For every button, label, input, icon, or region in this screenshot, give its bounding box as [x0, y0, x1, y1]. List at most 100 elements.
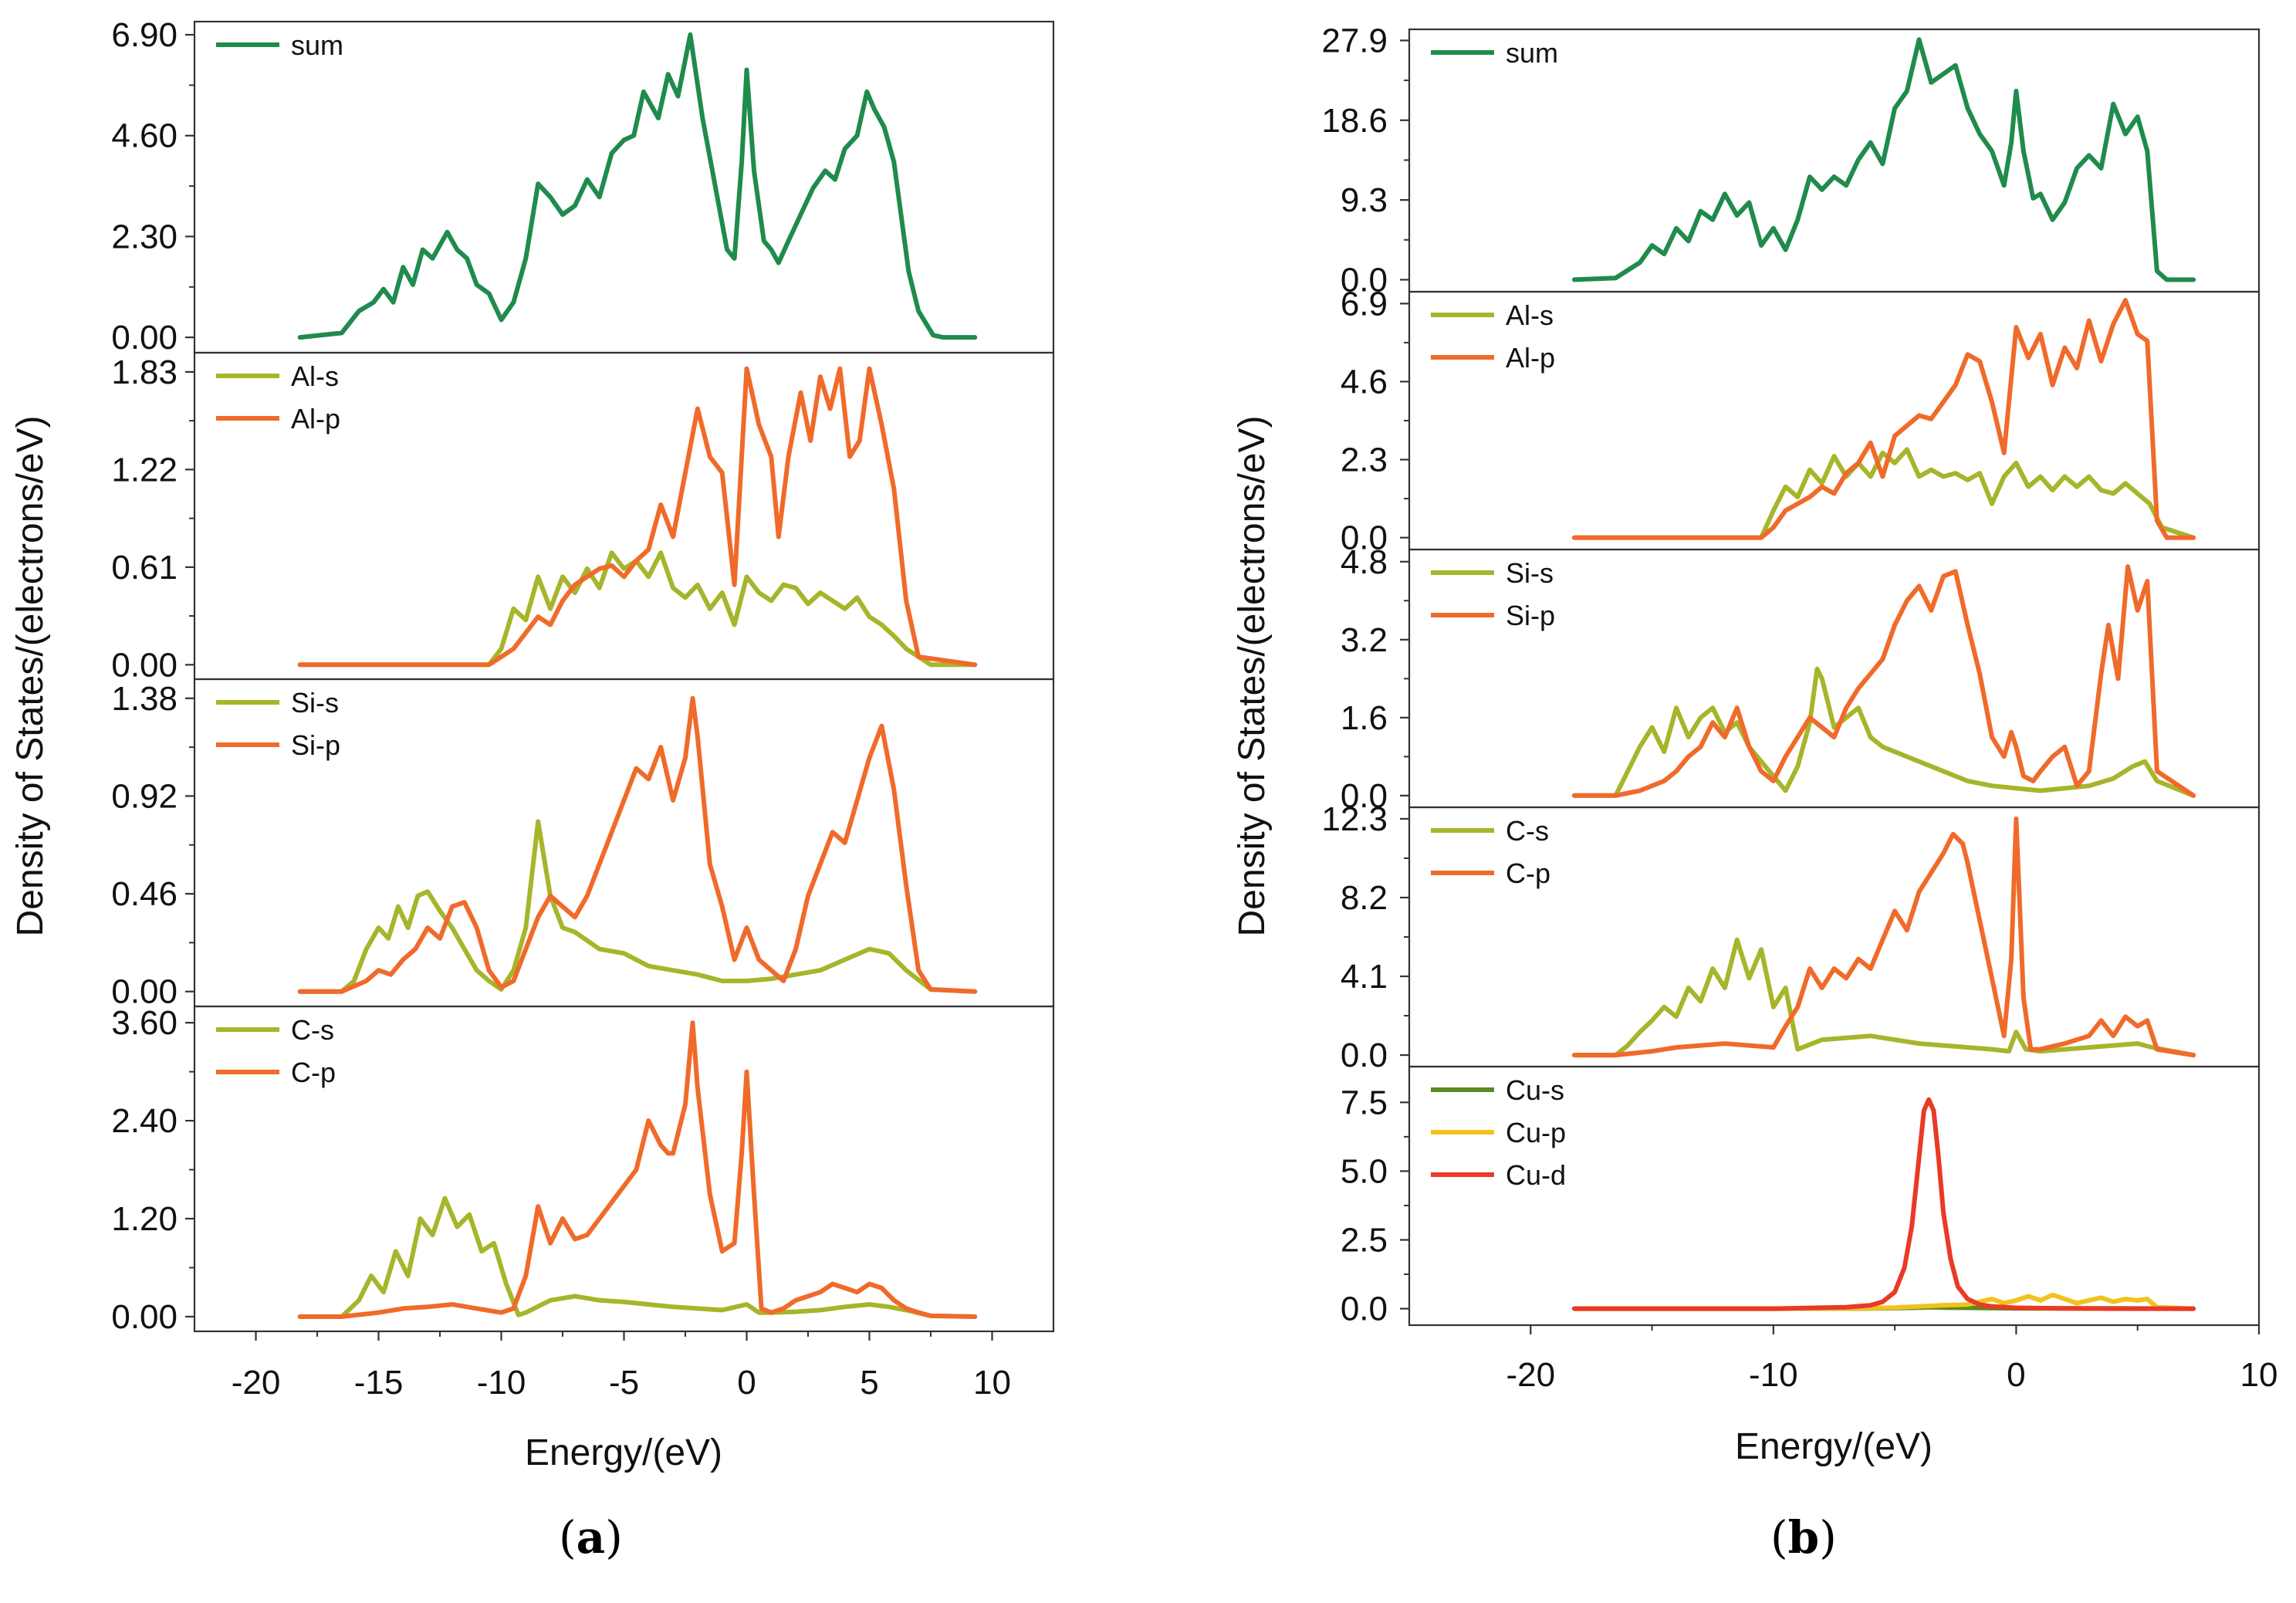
- legend-label-si-p: Si-p: [291, 729, 340, 761]
- y-tick-label: 0.00: [111, 1298, 178, 1336]
- y-tick-label: 12.3: [1321, 800, 1388, 838]
- subplot-5: 0.0 2.5 5.0 7.5 Cu-s Cu-p Cu-d: [1341, 1065, 2260, 1328]
- y-tick-label: 2.5: [1341, 1222, 1388, 1260]
- x-axis-title: Energy/(eV): [1735, 1426, 1932, 1467]
- y-tick-label: 6.90: [111, 16, 178, 54]
- x-tick-label: -20: [1506, 1356, 1555, 1394]
- x-axis: -20 -15 -10 -5 0 5 10: [232, 1331, 1011, 1402]
- subplot-4: 0.00 1.20 2.40 3.60 C-s C-p: [111, 1004, 1055, 1336]
- series-line-cu-d: [1571, 1097, 2196, 1311]
- x-tick-label: -15: [354, 1364, 404, 1402]
- x-axis: -20 -10 0 10: [1506, 1325, 2277, 1394]
- series-line-al-s: [297, 550, 978, 668]
- y-tick-label: 3.60: [111, 1004, 178, 1042]
- y-tick-label: 0.0: [1341, 1290, 1388, 1328]
- y-axis-title: Density of States/(electrons/eV): [1232, 416, 1273, 937]
- panel-a-dos-chart: 0.00 2.30 4.60 6.90 sum 0.00 0.61 1.22 1.83 Al-s A…: [10, 16, 1055, 1473]
- y-tick-label: 9.3: [1341, 181, 1388, 219]
- panel-b-caption: (b): [1770, 1511, 1837, 1564]
- y-tick-label: 0.00: [111, 319, 178, 357]
- legend-label-al-s: Al-s: [291, 360, 339, 392]
- subplot-3: 0.00 0.46 0.92 1.38 Si-s Si-p: [111, 678, 1055, 1011]
- y-tick-label: 27.9: [1321, 22, 1388, 59]
- y-tick-label: 6.9: [1341, 285, 1388, 323]
- legend-label-al-p: Al-p: [1506, 342, 1555, 374]
- x-tick-label: -10: [477, 1364, 526, 1402]
- series-line-c-s: [1571, 937, 2196, 1058]
- y-tick-label: 4.60: [111, 117, 178, 155]
- x-tick-label: 0: [737, 1364, 756, 1402]
- y-tick-label: 1.20: [111, 1200, 178, 1238]
- y-tick-label: 4.8: [1341, 543, 1388, 581]
- series-line-si-p: [297, 695, 978, 994]
- x-axis-title: Energy/(eV): [525, 1432, 722, 1473]
- legend-label-cu-p: Cu-p: [1506, 1117, 1566, 1148]
- y-tick-label: 1.6: [1341, 699, 1388, 737]
- series-line-si-s: [297, 819, 978, 994]
- x-tick-label: 10: [973, 1364, 1011, 1402]
- caption-close-paren: ): [605, 1511, 623, 1564]
- caption-open-paren: (: [559, 1511, 577, 1564]
- subplot-1: 0.0 9.3 18.6 27.9 sum: [1321, 22, 2260, 299]
- x-tick-label: 10: [2240, 1356, 2278, 1394]
- series-line-c-s: [297, 1195, 978, 1319]
- legend-label-si-p: Si-p: [1506, 600, 1555, 631]
- y-axis-title: Density of States/(electrons/eV): [10, 416, 51, 937]
- legend-label-cu-s: Cu-s: [1506, 1074, 1564, 1106]
- series-line-cu-p: [1571, 1292, 2196, 1311]
- y-tick-label: 1.83: [111, 353, 178, 391]
- y-tick-label: 0.0: [1341, 261, 1388, 299]
- y-tick-label: 4.6: [1341, 363, 1388, 401]
- legend-label-sum: sum: [1506, 37, 1558, 69]
- x-tick-label: -20: [232, 1364, 281, 1402]
- subplot-1: 0.00 2.30 4.60 6.90 sum: [111, 16, 1055, 357]
- series-line-al-p: [1571, 298, 2196, 540]
- legend-label-c-s: C-s: [1506, 815, 1549, 847]
- y-tick-label: 0.00: [111, 646, 178, 684]
- panel-a-caption: (a): [559, 1511, 623, 1564]
- x-tick-label: 5: [860, 1364, 878, 1402]
- caption-close-paren: ): [1819, 1511, 1837, 1564]
- y-tick-label: 0.00: [111, 973, 178, 1011]
- x-tick-label: 0: [2007, 1356, 2025, 1394]
- series-line-sum: [297, 32, 978, 340]
- legend-label-c-s: C-s: [291, 1014, 334, 1046]
- y-tick-label: 3.2: [1341, 621, 1388, 659]
- series-line-c-p: [297, 1020, 978, 1319]
- y-tick-label: 1.22: [111, 451, 178, 489]
- x-tick-label: -10: [1749, 1356, 1798, 1394]
- series-line-si-s: [1571, 666, 2196, 798]
- legend-label-si-s: Si-s: [1506, 557, 1554, 589]
- legend-label-si-s: Si-s: [291, 687, 339, 719]
- caption-letter: b: [1787, 1511, 1820, 1564]
- legend-label-al-s: Al-s: [1506, 299, 1554, 331]
- y-tick-label: 0.0: [1341, 1037, 1388, 1074]
- y-tick-label: 0.92: [111, 777, 178, 815]
- y-tick-label: 0.0: [1341, 519, 1388, 557]
- y-tick-label: 0.61: [111, 549, 178, 587]
- y-tick-label: 4.1: [1341, 958, 1388, 996]
- y-tick-label: 2.40: [111, 1102, 178, 1140]
- subplot-frame: [1408, 1065, 2260, 1327]
- caption-open-paren: (: [1770, 1511, 1788, 1564]
- legend-label-c-p: C-p: [291, 1057, 336, 1088]
- y-tick-label: 7.5: [1341, 1084, 1388, 1121]
- caption-letter: a: [576, 1511, 606, 1564]
- legend-label-c-p: C-p: [1506, 857, 1550, 889]
- series-line-al-p: [297, 366, 978, 668]
- legend-label-cu-d: Cu-d: [1506, 1159, 1566, 1191]
- y-tick-label: 8.2: [1341, 879, 1388, 917]
- series-line-c-p: [1571, 816, 2196, 1058]
- subplot-2: 0.00 0.61 1.22 1.83 Al-s Al-p: [111, 351, 1055, 684]
- y-tick-label: 0.46: [111, 875, 178, 913]
- y-tick-label: 2.30: [111, 218, 178, 255]
- series-line-al-s: [1571, 447, 2196, 540]
- y-tick-label: 1.38: [111, 680, 178, 718]
- subplot-2: 0.0 2.3 4.6 6.9 Al-s Al-p: [1341, 285, 2260, 557]
- x-tick-label: -5: [609, 1364, 639, 1402]
- legend-label-al-p: Al-p: [291, 403, 340, 435]
- series-line-sum: [1571, 37, 2196, 282]
- y-tick-label: 2.3: [1341, 441, 1388, 479]
